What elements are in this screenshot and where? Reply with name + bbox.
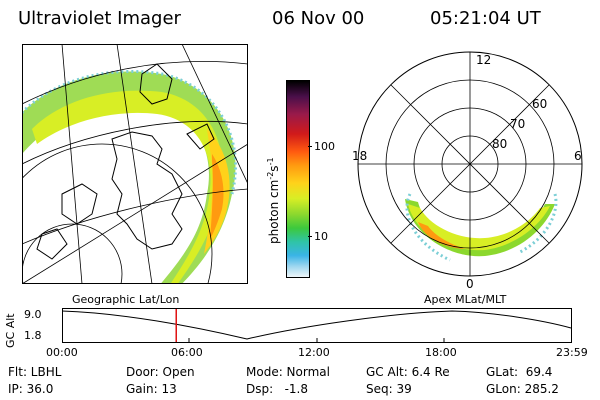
seq-info: Seq: 39: [366, 382, 412, 396]
mlt-label-18: 18: [352, 149, 367, 163]
gain-info: Gain: 13: [126, 382, 177, 396]
timeline-xtick-2359: 23:59: [556, 346, 588, 359]
colorbar-tick-100: [308, 146, 312, 147]
timeline-xtick-0600: 06:00: [171, 346, 203, 359]
polar-panel-label: Apex MLat/MLT: [424, 293, 507, 306]
date-label: 06 Nov 00: [272, 8, 365, 29]
timeline-ytick-low: 1.8: [24, 329, 42, 342]
timeline-xtick-0000: 00:00: [46, 346, 78, 359]
instrument-title: Ultraviolet Imager: [18, 8, 181, 29]
time-label: 05:21:04 UT: [430, 8, 541, 29]
colorbar-tick-100-label: 100: [314, 140, 335, 153]
mlt-label-0: 0: [466, 277, 474, 290]
dsp-info: Dsp: -1.8: [246, 382, 309, 396]
timeline-xtick-1800: 18:00: [425, 346, 457, 359]
mlt-label-12: 12: [476, 53, 491, 67]
colorbar-tick-10: [308, 236, 312, 237]
timeline-xtick-1200: 12:00: [298, 346, 330, 359]
colorbar: [286, 80, 310, 278]
ip-info: IP: 36.0: [8, 382, 54, 396]
colorbar-tick-10-label: 10: [314, 230, 328, 243]
geographic-panel-label: Geographic Lat/Lon: [72, 293, 180, 306]
mlat-label-80: 80: [492, 137, 507, 151]
colorbar-unit-label: photon cm-2s-1: [266, 157, 281, 244]
timeline-ytick-high: 9.0: [24, 308, 42, 321]
glon-info: GLon: 285.2: [486, 382, 559, 396]
gc-alt-info: GC Alt: 6.4 Re: [366, 365, 450, 379]
geographic-auroral-image: [22, 44, 248, 284]
door-info: Door: Open: [126, 365, 195, 379]
mlat-label-70: 70: [510, 117, 525, 131]
mode-info: Mode: Normal: [246, 365, 330, 379]
timeline-ylabel: GC Alt: [4, 313, 17, 348]
polar-mlat-mlt-plot: 12 18 6 0 60 70 80: [352, 51, 583, 290]
timeline-plot: [62, 308, 572, 343]
filter-info: Flt: LBHL: [8, 365, 62, 379]
mlat-label-60: 60: [532, 97, 547, 111]
mlt-label-6: 6: [574, 149, 582, 163]
glat-info: GLat: 69.4: [486, 365, 553, 379]
